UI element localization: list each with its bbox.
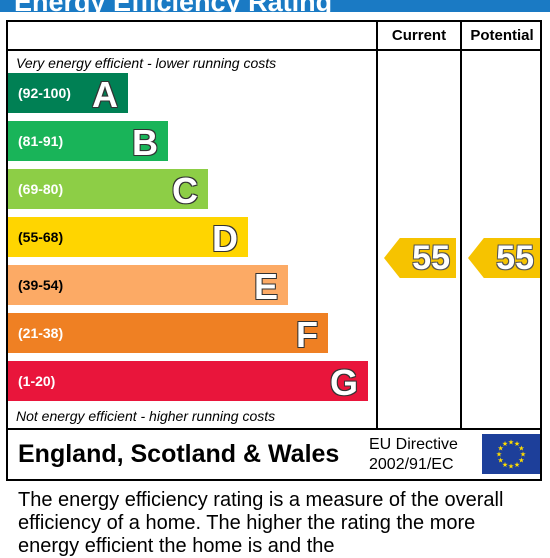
- top-note: Very energy efficient - lower running co…: [16, 55, 277, 71]
- band-letter: C: [172, 170, 198, 211]
- rating-band-d: (55-68) D: [8, 217, 248, 259]
- band-range: (1-20): [18, 373, 56, 389]
- band-range: (39-54): [18, 277, 64, 293]
- rating-band-e: (39-54) E: [8, 265, 288, 307]
- rating-table: [6, 20, 542, 481]
- directive-line1: EU Directive: [369, 436, 458, 453]
- rating-band-a: (92-100) A: [8, 73, 128, 115]
- eu-star: ★: [518, 457, 524, 465]
- eu-star: ★: [502, 440, 508, 448]
- region-label: England, Scotland & Wales: [18, 440, 340, 468]
- band-letter: E: [253, 266, 278, 307]
- bottom-note: Not energy efficient - higher running co…: [16, 408, 276, 424]
- current-column-divider: [376, 20, 378, 430]
- rating-band-b: (81-91) B: [8, 121, 168, 163]
- potential-rating-arrow: 55: [468, 238, 540, 278]
- eu-star: ★: [496, 451, 502, 459]
- band-letter: F: [296, 314, 318, 355]
- eu-star: ★: [508, 439, 514, 447]
- band-letter: B: [132, 122, 158, 163]
- band-letter: D: [212, 218, 238, 259]
- header-divider: [6, 49, 542, 51]
- eu-star: ★: [520, 451, 526, 459]
- footer-divider: [6, 428, 542, 430]
- eu-star: ★: [518, 445, 524, 453]
- potential-column-divider: [460, 20, 462, 430]
- chart-title: Energy Efficiency Rating: [14, 0, 332, 12]
- directive-line2: 2002/91/EC: [369, 456, 454, 473]
- current-rating-value: 55: [412, 239, 450, 277]
- band-letter: G: [329, 362, 358, 403]
- current-rating-arrow: 55: [384, 238, 456, 278]
- band-range: (55-68): [18, 229, 64, 245]
- band-range: (81-91): [18, 133, 64, 149]
- potential-rating-value: 55: [496, 239, 534, 277]
- title-bar: Energy Efficiency Rating: [0, 0, 550, 12]
- band-range: (69-80): [18, 181, 64, 197]
- eu-star: ★: [508, 463, 514, 471]
- rating-band-g: (1-20) G: [8, 361, 368, 403]
- eu-star: ★: [502, 461, 508, 469]
- band-letter: A: [92, 74, 118, 115]
- rating-explanation: The energy efficiency rating is a measur…: [18, 489, 504, 557]
- eu-star: ★: [497, 445, 503, 453]
- rating-band-f: (21-38) F: [8, 313, 328, 355]
- eu-star: ★: [514, 461, 520, 469]
- eu-flag-icon: ★ ★ ★ ★ ★ ★ ★ ★ ★ ★ ★ ★: [482, 434, 540, 474]
- eu-star: ★: [497, 457, 503, 465]
- band-range: (21-38): [18, 325, 64, 341]
- band-range: (92-100): [18, 85, 71, 101]
- current-column-header: Current: [391, 27, 447, 44]
- eu-star: ★: [514, 440, 520, 448]
- rating-band-c: (69-80) C: [8, 169, 208, 211]
- potential-column-header: Potential: [470, 27, 534, 44]
